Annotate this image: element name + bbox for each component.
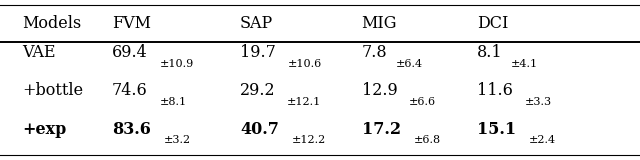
Text: VAE: VAE	[22, 44, 56, 61]
Text: ±6.8: ±6.8	[413, 135, 440, 145]
Text: 11.6: 11.6	[477, 82, 513, 99]
Text: Models: Models	[22, 15, 82, 32]
Text: 12.9: 12.9	[362, 82, 397, 99]
Text: ±12.2: ±12.2	[291, 135, 326, 145]
Text: 19.7: 19.7	[240, 44, 276, 61]
Text: ±12.1: ±12.1	[287, 97, 321, 107]
Text: 8.1: 8.1	[477, 44, 502, 61]
Text: ±10.9: ±10.9	[159, 59, 194, 68]
Text: SAP: SAP	[240, 15, 273, 32]
Text: DCI: DCI	[477, 15, 508, 32]
Text: +exp: +exp	[22, 121, 67, 138]
Text: 7.8: 7.8	[362, 44, 387, 61]
Text: FVM: FVM	[112, 15, 151, 32]
Text: ±3.2: ±3.2	[163, 135, 191, 145]
Text: ±4.1: ±4.1	[511, 59, 538, 68]
Text: ±6.4: ±6.4	[396, 59, 423, 68]
Text: 29.2: 29.2	[240, 82, 276, 99]
Text: ±3.3: ±3.3	[524, 97, 552, 107]
Text: +bottle: +bottle	[22, 82, 84, 99]
Text: ±10.6: ±10.6	[287, 59, 322, 68]
Text: 83.6: 83.6	[112, 121, 151, 138]
Text: 74.6: 74.6	[112, 82, 148, 99]
Text: 40.7: 40.7	[240, 121, 279, 138]
Text: 17.2: 17.2	[362, 121, 401, 138]
Text: ±6.6: ±6.6	[409, 97, 436, 107]
Text: 15.1: 15.1	[477, 121, 516, 138]
Text: MIG: MIG	[362, 15, 397, 32]
Text: 69.4: 69.4	[112, 44, 148, 61]
Text: ±2.4: ±2.4	[529, 135, 556, 145]
Text: ±8.1: ±8.1	[159, 97, 186, 107]
